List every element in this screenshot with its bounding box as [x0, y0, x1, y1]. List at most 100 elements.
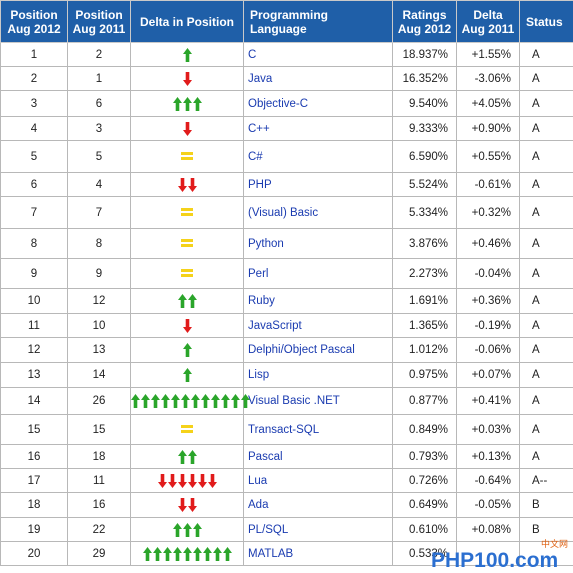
language-link[interactable]: Ada [243, 492, 393, 518]
language-link[interactable]: Python [243, 228, 393, 259]
language-link[interactable]: Lisp [243, 362, 393, 388]
delta-arrows [157, 473, 217, 488]
arrow-up-icon [172, 546, 182, 561]
delta-arrows [181, 238, 193, 248]
language-link[interactable]: (Visual) Basic [243, 196, 393, 229]
language-link[interactable]: Transact-SQL [243, 414, 393, 445]
delta-position-cell [130, 468, 244, 493]
language-link[interactable]: Pascal [243, 444, 393, 469]
table-row: 14 26 Visual Basic .NET 0.877% +0.41% A [0, 387, 573, 415]
rating-cell: 5.334% [392, 196, 457, 229]
delta-arrows [177, 498, 197, 512]
arrow-up-icon [142, 546, 152, 561]
equal-icon [181, 151, 193, 160]
status-cell: A [519, 42, 573, 67]
rating-cell: 0.610% [392, 517, 457, 542]
table-header-row: Position Aug 2012 Position Aug 2011 Delt… [0, 0, 573, 43]
position-2011-cell: 1 [67, 66, 131, 91]
position-2012-cell: 20 [0, 541, 68, 566]
delta-position-cell [130, 313, 244, 338]
equal-icon [181, 424, 193, 433]
header-position-2012: Position Aug 2012 [0, 0, 68, 43]
arrow-up-icon [211, 394, 220, 408]
language-link[interactable]: Perl [243, 258, 393, 289]
delta-arrows [172, 96, 202, 111]
status-cell [519, 541, 573, 566]
arrow-down-icon [207, 473, 217, 488]
position-2012-cell: 3 [0, 90, 68, 117]
rating-delta-cell: +0.55% [456, 140, 520, 173]
position-2011-cell: 26 [67, 387, 131, 415]
equal-icon [181, 238, 193, 247]
arrow-up-icon [182, 343, 192, 357]
position-2011-cell: 2 [67, 42, 131, 67]
position-2012-cell: 8 [0, 228, 68, 259]
arrow-up-icon [192, 546, 202, 561]
language-link[interactable]: Objective-C [243, 90, 393, 117]
language-link[interactable]: C [243, 42, 393, 67]
delta-position-cell [130, 414, 244, 445]
delta-arrows [181, 207, 193, 217]
status-cell: A [519, 140, 573, 173]
language-link[interactable]: C++ [243, 116, 393, 141]
delta-position-cell [130, 116, 244, 141]
delta-position-cell [130, 387, 250, 415]
position-2012-cell: 1 [0, 42, 68, 67]
delta-position-cell [130, 444, 244, 469]
arrow-up-icon [152, 546, 162, 561]
status-cell: A [519, 444, 573, 469]
delta-position-cell [130, 42, 244, 67]
language-link[interactable]: PHP [243, 172, 393, 197]
header-language: Programming Language [243, 0, 393, 43]
rating-delta-cell: +0.03% [456, 414, 520, 445]
arrow-down-icon [182, 318, 192, 333]
rating-cell: 0.975% [392, 362, 457, 388]
delta-position-cell [130, 492, 244, 518]
language-link[interactable]: Visual Basic .NET [243, 387, 393, 415]
delta-arrows [182, 71, 192, 86]
language-link[interactable]: PL/SQL [243, 517, 393, 542]
delta-position-cell [130, 517, 244, 542]
arrow-up-icon [202, 546, 212, 561]
position-2012-cell: 19 [0, 517, 68, 542]
delta-position-cell [130, 258, 244, 289]
language-link[interactable]: Delphi/Object Pascal [243, 337, 393, 363]
arrow-down-icon [177, 498, 187, 512]
position-2011-cell: 10 [67, 313, 131, 338]
table-row: 13 14 Lisp 0.975% +0.07% A [0, 362, 573, 388]
language-link[interactable]: C# [243, 140, 393, 173]
delta-arrows [182, 47, 192, 62]
delta-position-cell [130, 90, 244, 117]
status-cell: A-- [519, 468, 573, 493]
table-row: 5 5 C# 6.590% +0.55% A [0, 140, 573, 173]
arrow-down-icon [182, 121, 192, 136]
status-cell: A [519, 337, 573, 363]
table-row: 20 29 MATLAB 0.533% [0, 541, 573, 566]
header-position-2011: Position Aug 2011 [67, 0, 131, 43]
language-link[interactable]: JavaScript [243, 313, 393, 338]
arrow-up-icon [151, 394, 160, 408]
rating-delta-cell: +4.05% [456, 90, 520, 117]
delta-arrows [182, 343, 192, 357]
position-2012-cell: 10 [0, 288, 68, 314]
arrow-up-icon [191, 394, 200, 408]
language-link[interactable]: Lua [243, 468, 393, 493]
table-row: 12 13 Delphi/Object Pascal 1.012% -0.06% A [0, 337, 573, 363]
position-2011-cell: 9 [67, 258, 131, 289]
language-link[interactable]: Java [243, 66, 393, 91]
arrow-down-icon [187, 498, 197, 512]
language-link[interactable]: MATLAB [243, 541, 393, 566]
rating-cell: 0.649% [392, 492, 457, 518]
arrow-up-icon [222, 546, 232, 561]
equal-icon [181, 268, 193, 277]
delta-position-cell [130, 337, 244, 363]
status-cell: A [519, 172, 573, 197]
arrow-down-icon [167, 473, 177, 488]
delta-position-cell [130, 228, 244, 259]
table-row: 2 1 Java 16.352% -3.06% A [0, 66, 573, 91]
position-2012-cell: 14 [0, 387, 68, 415]
status-cell: A [519, 116, 573, 141]
language-link[interactable]: Ruby [243, 288, 393, 314]
arrow-up-icon [192, 96, 202, 111]
